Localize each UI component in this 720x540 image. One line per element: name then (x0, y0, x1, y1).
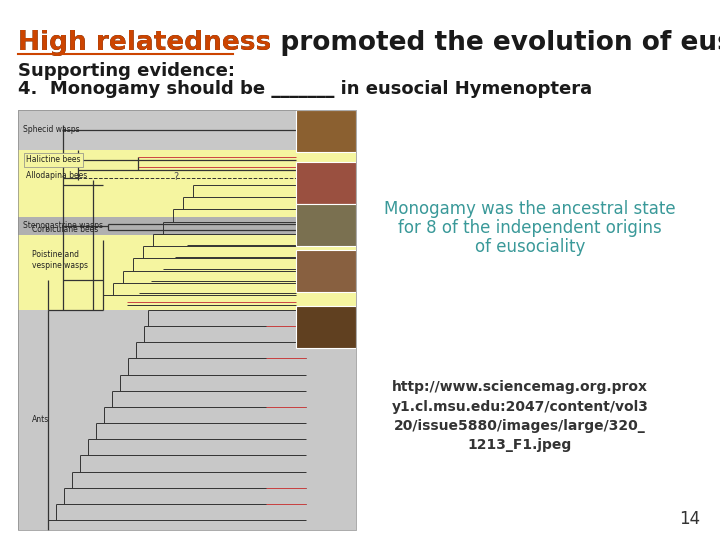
Bar (296, 306, 356, 348)
Text: Supporting evidence:: Supporting evidence: (18, 62, 235, 80)
Text: Ants: Ants (32, 415, 49, 424)
Text: 4.  Monogamy should be _______ in eusocial Hymenoptera: 4. Monogamy should be _______ in eusocia… (18, 80, 592, 98)
Text: 14: 14 (679, 510, 700, 528)
Text: High relatedness promoted the evolution of eusociality: High relatedness promoted the evolution … (18, 30, 720, 56)
Text: Monogamy was the ancestral state: Monogamy was the ancestral state (384, 200, 676, 218)
Bar (18, 110, 356, 530)
Bar (296, 110, 356, 152)
Text: Sphecid wasps: Sphecid wasps (23, 125, 80, 134)
Text: for 8 of the independent origins: for 8 of the independent origins (398, 219, 662, 237)
Bar (296, 162, 356, 204)
Text: High relatedness: High relatedness (18, 30, 271, 56)
Text: Stenogastrine wasps: Stenogastrine wasps (23, 221, 103, 231)
Bar (18, 150, 356, 310)
Bar (296, 250, 356, 292)
Bar (18, 310, 356, 530)
Text: of eusociality: of eusociality (474, 238, 585, 256)
Text: Corbiculane bees: Corbiculane bees (32, 226, 98, 234)
Text: Allodapina bees: Allodapina bees (26, 171, 87, 179)
Bar (296, 204, 356, 246)
Bar (18, 110, 356, 150)
Text: Halictine bees: Halictine bees (26, 156, 81, 165)
Text: Poistine and
vespine wasps: Poistine and vespine wasps (32, 250, 88, 270)
Bar (18, 217, 356, 235)
Text: http://www.sciencemag.org.prox
y1.cl.msu.edu:2047/content/vol3
20/issue5880/imag: http://www.sciencemag.org.prox y1.cl.msu… (392, 380, 649, 453)
Text: ?: ? (173, 172, 178, 182)
